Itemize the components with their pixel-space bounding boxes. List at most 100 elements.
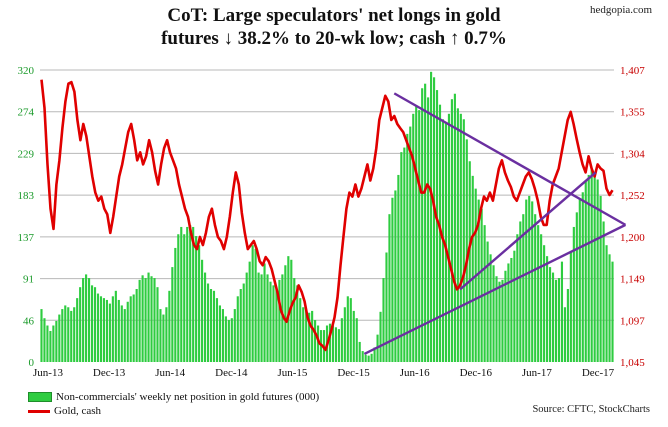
bar: [227, 320, 230, 362]
bar: [126, 301, 129, 362]
bar: [433, 77, 436, 363]
bar: [537, 225, 540, 363]
bar: [504, 270, 507, 362]
bar: [278, 279, 281, 363]
bar: [135, 289, 138, 362]
bar: [352, 310, 355, 362]
bar: [76, 298, 79, 363]
bar: [64, 305, 67, 362]
bar: [492, 265, 495, 362]
chart-title-line2: futures ↓ 38.2% to 20-wk low; cash ↑ 0.7…: [161, 28, 507, 49]
bar: [171, 267, 174, 362]
bar: [165, 307, 168, 362]
left-tick-label: 274: [18, 107, 35, 119]
bar: [230, 318, 233, 362]
left-tick-label: 320: [18, 65, 35, 77]
bar: [251, 245, 254, 362]
bar: [394, 190, 397, 362]
trend-line: [459, 171, 597, 291]
bar: [409, 126, 412, 362]
bar: [361, 351, 364, 362]
bar: [275, 289, 278, 362]
left-tick-label: 0: [29, 357, 35, 369]
bar: [209, 289, 213, 362]
bar: [522, 214, 525, 362]
bar: [183, 234, 186, 362]
bar: [141, 275, 144, 362]
x-tick-label: Jun-13: [33, 367, 63, 379]
bar: [608, 254, 611, 362]
bar: [563, 307, 566, 362]
bar: [61, 309, 64, 362]
bar: [480, 208, 483, 362]
bar: [406, 133, 409, 363]
bar: [596, 179, 599, 362]
bar: [242, 283, 245, 362]
bar: [290, 259, 293, 362]
right-tick-label: 1,407: [620, 65, 645, 77]
bar: [180, 226, 183, 362]
bar: [421, 88, 424, 362]
bar: [257, 272, 260, 362]
bar: [224, 316, 227, 363]
left-tick-label: 91: [23, 274, 34, 286]
bar: [385, 252, 388, 362]
bar: [49, 330, 52, 362]
bar: [430, 71, 433, 362]
trend-line: [393, 92, 627, 226]
bar: [156, 287, 159, 362]
bar: [299, 298, 302, 363]
bar: [138, 279, 141, 363]
bar: [284, 265, 287, 362]
bar: [334, 327, 337, 362]
bar: [382, 278, 385, 362]
x-tick-label: Dec-14: [215, 367, 248, 379]
bar: [85, 274, 88, 362]
bar: [427, 97, 430, 363]
bar: [218, 305, 221, 362]
chart-title: CoT: Large speculators' net longs in gol…: [0, 4, 668, 50]
bar: [468, 161, 471, 362]
bar: [233, 309, 236, 362]
bar: [120, 305, 123, 362]
bar: [546, 256, 549, 362]
bar: [611, 261, 614, 363]
right-tick-label: 1,097: [620, 315, 645, 327]
bar: [305, 310, 308, 362]
bar: [281, 274, 284, 362]
bar: [486, 241, 489, 362]
bar: [317, 325, 320, 362]
bar: [581, 192, 584, 362]
bar: [287, 256, 290, 362]
bar: [403, 147, 406, 362]
bar: [540, 234, 543, 362]
gold-line: [40, 79, 614, 352]
bar: [412, 113, 415, 362]
legend-label-line: Gold, cash: [54, 405, 102, 417]
bar: [159, 309, 162, 362]
bar: [489, 254, 492, 362]
bar: [379, 311, 382, 362]
bar: [52, 325, 55, 362]
grid-lines: [40, 69, 614, 321]
bar: [444, 122, 448, 363]
bar: [221, 309, 224, 362]
bar: [560, 261, 564, 363]
bar: [201, 259, 204, 362]
axes: 0 1,045 46 1,097 91 1,149 137 1,200 183 1,252 229 1…: [18, 65, 646, 379]
bar: [272, 285, 275, 362]
bar: [293, 278, 296, 362]
bar: [507, 263, 510, 362]
bar: [516, 234, 519, 362]
bar: [114, 290, 117, 362]
bar: [40, 309, 43, 362]
bar: [192, 226, 195, 362]
bar: [364, 354, 367, 362]
bar: [346, 296, 349, 362]
bar: [578, 199, 581, 362]
legend-swatch-bars: [28, 392, 52, 402]
bar: [129, 296, 132, 362]
bar: [212, 290, 216, 362]
bar: [90, 285, 94, 362]
bar: [400, 152, 403, 363]
